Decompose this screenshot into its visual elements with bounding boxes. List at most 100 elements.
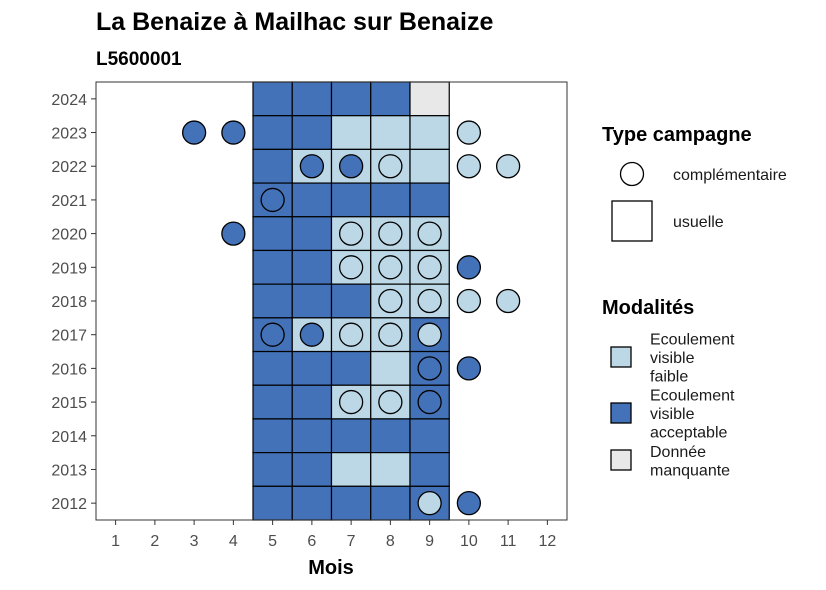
tile-2023-6 bbox=[291, 115, 333, 150]
tile-2024-7 bbox=[330, 81, 372, 117]
y-tick-label-2023: 2023 bbox=[51, 126, 87, 143]
point-2018-10 bbox=[456, 288, 482, 314]
tile-2013-8 bbox=[370, 452, 411, 487]
legend-title-campaign: Type campagne bbox=[602, 124, 752, 146]
tile-2013-5 bbox=[252, 452, 293, 487]
legend-title-modalites: Modalités bbox=[602, 297, 694, 319]
point-2023-3 bbox=[181, 120, 207, 145]
y-tick-label-2019: 2019 bbox=[51, 260, 87, 277]
tile-2023-5 bbox=[252, 115, 293, 150]
x-tick-label-8: 8 bbox=[386, 533, 395, 550]
point-2016-9 bbox=[417, 356, 442, 381]
point-2019-9 bbox=[417, 255, 442, 280]
tile-2015-6 bbox=[291, 384, 333, 420]
chart-subtitle: L5600001 bbox=[96, 49, 182, 70]
x-tick-label-5: 5 bbox=[268, 533, 277, 550]
tile-2020-6 bbox=[291, 216, 333, 252]
tile-2016-6 bbox=[291, 350, 333, 386]
tile-2012-5 bbox=[252, 485, 293, 521]
x-tick-label-11: 11 bbox=[500, 533, 517, 550]
y-tick-label-2013: 2013 bbox=[51, 462, 87, 479]
legend-key-usuelle bbox=[611, 200, 653, 242]
tile-2023-9 bbox=[409, 115, 450, 150]
tile-2014-7 bbox=[330, 418, 372, 454]
tile-2013-7 bbox=[330, 452, 372, 487]
tile-2018-7 bbox=[330, 283, 372, 319]
tile-2024-9 bbox=[409, 81, 450, 117]
tile-2014-9 bbox=[409, 418, 450, 454]
point-2016-10 bbox=[456, 356, 482, 381]
point-2020-7 bbox=[338, 221, 364, 246]
tile-2021-9 bbox=[409, 182, 450, 218]
tile-2019-5 bbox=[252, 249, 293, 285]
x-tick-label-7: 7 bbox=[347, 533, 356, 550]
tile-2018-6 bbox=[291, 283, 333, 319]
point-2021-5 bbox=[260, 187, 285, 213]
point-2018-9 bbox=[417, 288, 442, 314]
tile-2014-6 bbox=[291, 418, 333, 454]
point-2017-6 bbox=[299, 322, 325, 347]
point-2015-8 bbox=[378, 389, 403, 415]
y-tick-label-2021: 2021 bbox=[51, 193, 87, 210]
point-2020-4 bbox=[221, 221, 246, 246]
y-tick-label-2018: 2018 bbox=[51, 294, 87, 311]
tile-2014-5 bbox=[252, 418, 293, 454]
tile-2021-6 bbox=[291, 182, 333, 218]
x-tick-label-9: 9 bbox=[425, 533, 434, 550]
legend: Type campagne complémentaire usuelle Modali… bbox=[602, 124, 787, 479]
point-2022-11 bbox=[495, 154, 521, 179]
y-axis: 2024 2023 2022 2021 2020 2019 2018 2017 2016 2015… bbox=[51, 92, 96, 513]
x-tick-label-6: 6 bbox=[307, 533, 316, 550]
legend-label-complementaire: complémentaire bbox=[673, 167, 787, 184]
tile-2023-8 bbox=[370, 115, 411, 150]
x-tick-label-3: 3 bbox=[190, 533, 199, 550]
point-2019-10 bbox=[456, 255, 482, 280]
point-2020-8 bbox=[378, 221, 403, 246]
y-tick-label-2014: 2014 bbox=[51, 429, 87, 446]
y-tick-label-2024: 2024 bbox=[51, 92, 87, 109]
tile-2019-6 bbox=[291, 249, 333, 285]
point-2017-7 bbox=[338, 322, 364, 347]
point-2023-10 bbox=[456, 120, 482, 145]
y-tick-label-2022: 2022 bbox=[51, 159, 87, 176]
point-2023-4 bbox=[221, 120, 246, 145]
tile-2015-5 bbox=[252, 384, 293, 420]
point-2020-9 bbox=[417, 221, 442, 246]
x-tick-label-4: 4 bbox=[229, 533, 238, 550]
tile-2013-6 bbox=[291, 452, 333, 487]
point-2017-5 bbox=[260, 322, 285, 347]
tile-2021-8 bbox=[370, 182, 411, 218]
point-2017-8 bbox=[378, 322, 403, 347]
point-2022-10 bbox=[456, 154, 482, 179]
legend-label-faible: Ecoulement visible faible bbox=[650, 332, 735, 386]
point-2015-7 bbox=[338, 389, 364, 415]
legend-key-faible bbox=[610, 346, 632, 368]
plot-area bbox=[95, 81, 568, 521]
point-2012-10 bbox=[456, 491, 482, 516]
tile-2012-8 bbox=[370, 485, 411, 521]
point-2017-9 bbox=[417, 322, 442, 347]
tile-2024-6 bbox=[291, 81, 333, 117]
y-tick-label-2020: 2020 bbox=[51, 227, 87, 244]
legend-label-usuelle: usuelle bbox=[673, 214, 724, 231]
legend-key-complementaire bbox=[619, 161, 645, 187]
tile-2012-7 bbox=[330, 485, 372, 521]
point-2019-7 bbox=[338, 255, 364, 280]
x-tick-label-12: 12 bbox=[538, 533, 556, 550]
x-tick-label-2: 2 bbox=[150, 533, 159, 550]
y-tick-label-2012: 2012 bbox=[51, 496, 87, 513]
point-2015-9 bbox=[417, 389, 442, 415]
tile-2018-5 bbox=[252, 283, 293, 319]
tile-2013-9 bbox=[409, 452, 450, 487]
tile-2016-7 bbox=[330, 350, 372, 386]
x-axis-title: Mois bbox=[308, 557, 354, 579]
tile-2022-9 bbox=[409, 148, 450, 184]
point-2022-7 bbox=[338, 154, 364, 179]
legend-key-acceptable bbox=[610, 402, 632, 424]
tile-2023-7 bbox=[330, 115, 372, 150]
tile-2012-6 bbox=[291, 485, 333, 521]
point-2012-9 bbox=[417, 491, 442, 516]
tile-2022-5 bbox=[252, 148, 293, 184]
x-tick-label-10: 10 bbox=[460, 533, 478, 550]
